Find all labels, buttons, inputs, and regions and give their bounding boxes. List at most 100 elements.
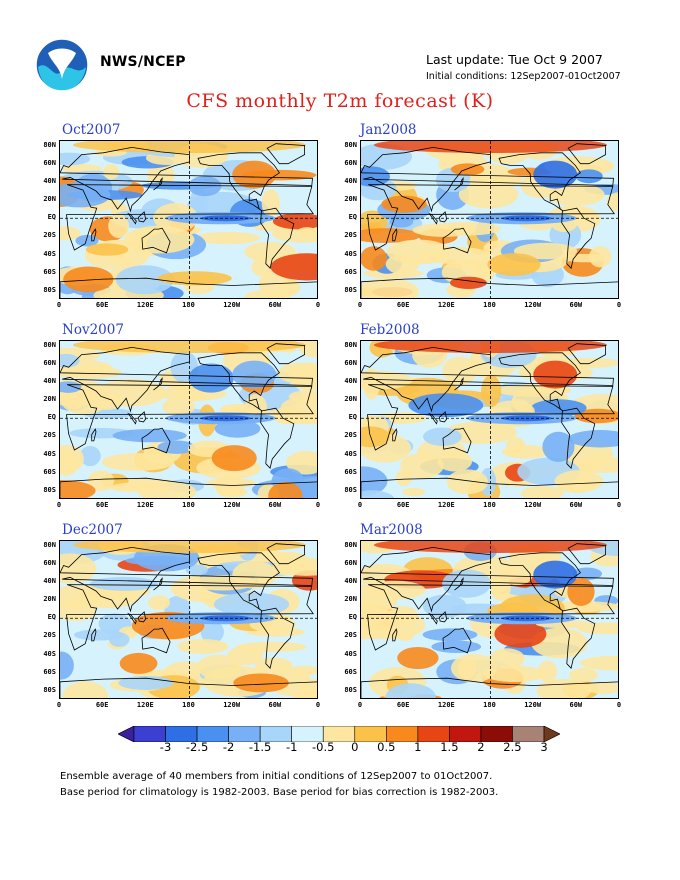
latitude-tick-label: 40N — [43, 176, 56, 185]
latitude-tick-label: EQ — [348, 613, 357, 622]
latitude-tick-label: 20S — [43, 631, 56, 640]
latitude-tick-label: 80N — [43, 340, 56, 349]
colorbar-tick-label: -1 — [285, 740, 298, 754]
temperature-anomaly-map — [59, 140, 318, 299]
latitude-tick-label: 60N — [43, 558, 56, 567]
noaa-logo — [34, 37, 90, 93]
longitude-tick-label: 60W — [268, 501, 282, 509]
colorbar-tick-label: 0.5 — [377, 740, 396, 754]
longitude-tick-label: 120E — [136, 301, 154, 309]
initial-conditions: Initial conditions: 12Sep2007-01Oct2007 — [426, 71, 621, 82]
latitude-tick-label: 40S — [344, 449, 357, 458]
latitude-tick-label: 40S — [344, 249, 357, 258]
longitude-tick-label: 0 — [616, 301, 622, 309]
longitude-tick-label: 120E — [437, 501, 455, 509]
longitude-tick-label: 180 — [182, 501, 195, 509]
latitude-tick-label: 40S — [344, 649, 357, 658]
temperature-anomaly-map — [360, 540, 619, 699]
panel-label: Nov2007 — [62, 322, 124, 338]
longitude-tick-label: 60W — [268, 701, 282, 709]
longitude-tick-label: 60W — [569, 701, 583, 709]
latitude-tick-label: 20N — [43, 595, 56, 604]
latitude-tick-label: EQ — [47, 213, 56, 222]
latitude-tick-label: 40N — [43, 576, 56, 585]
longitude-tick-label: 180 — [483, 501, 496, 509]
longitude-tick-label: 0 — [56, 501, 62, 509]
footer-ensemble-note: Ensemble average of 40 members from init… — [60, 771, 493, 782]
longitude-tick-label: 120W — [223, 501, 241, 509]
latitude-tick-label: 60N — [43, 158, 56, 167]
latitude-tick-label: 40N — [344, 176, 357, 185]
latitude-tick-label: 60S — [43, 667, 56, 676]
latitude-tick-label: 20S — [344, 431, 357, 440]
panel-label: Dec2007 — [62, 522, 123, 538]
temperature-anomaly-map — [360, 340, 619, 499]
longitude-tick-label: 120W — [524, 301, 542, 309]
longitude-tick-label: 60E — [396, 301, 410, 309]
longitude-tick-label: 0 — [357, 501, 363, 509]
latitude-tick-label: 20N — [43, 395, 56, 404]
latitude-tick-label: 60N — [43, 358, 56, 367]
latitude-tick-label: 60N — [344, 558, 357, 567]
latitude-tick-label: 80N — [43, 540, 56, 549]
temperature-anomaly-map — [59, 540, 318, 699]
latitude-tick-label: 80N — [344, 340, 357, 349]
latitude-tick-label: 40N — [43, 376, 56, 385]
colorbar-tick-label: 3 — [540, 740, 548, 754]
longitude-tick-label: 60E — [95, 501, 109, 509]
longitude-tick-label: 60E — [396, 701, 410, 709]
colorbar-tick-label: -0.5 — [311, 740, 335, 754]
latitude-tick-label: 80S — [43, 285, 56, 294]
longitude-tick-label: 180 — [483, 301, 496, 309]
colorbar-max-arrow — [543, 725, 561, 743]
longitude-tick-label: 0 — [616, 501, 622, 509]
panel-label: Feb2008 — [360, 322, 420, 338]
latitude-tick-label: 20S — [43, 431, 56, 440]
page-title: CFS monthly T2m forecast (K) — [186, 90, 494, 112]
latitude-tick-label: 20S — [43, 231, 56, 240]
temperature-anomaly-map — [59, 340, 318, 499]
footer-base-period-note: Base period for climatology is 1982-2003… — [60, 787, 499, 798]
temperature-anomaly-map — [360, 140, 619, 299]
longitude-tick-label: 0 — [315, 501, 321, 509]
colorbar-tick-label: -1.5 — [248, 740, 272, 754]
colorbar-tick-label: 1.5 — [440, 740, 459, 754]
colorbar-tick-label: -2 — [222, 740, 235, 754]
longitude-tick-label: 60W — [569, 301, 583, 309]
latitude-tick-label: 60S — [43, 467, 56, 476]
colorbar-tick-label: 0 — [351, 740, 359, 754]
longitude-tick-label: 0 — [56, 701, 62, 709]
longitude-tick-label: 120W — [223, 301, 241, 309]
latitude-tick-label: 40N — [344, 576, 357, 585]
latitude-tick-label: 60S — [43, 267, 56, 276]
longitude-tick-label: 0 — [315, 701, 321, 709]
longitude-tick-label: 60E — [95, 301, 109, 309]
longitude-tick-label: 120E — [437, 301, 455, 309]
colorbar-tick-label: -3 — [159, 740, 172, 754]
latitude-tick-label: 80S — [43, 685, 56, 694]
latitude-tick-label: 20S — [344, 631, 357, 640]
longitude-tick-label: 60W — [569, 501, 583, 509]
latitude-tick-label: 20N — [344, 595, 357, 604]
latitude-tick-label: EQ — [47, 413, 56, 422]
latitude-tick-label: 80S — [43, 485, 56, 494]
latitude-tick-label: 40S — [43, 449, 56, 458]
colorbar-min-arrow — [117, 725, 135, 743]
longitude-tick-label: 0 — [357, 701, 363, 709]
latitude-tick-label: 80S — [344, 485, 357, 494]
latitude-tick-label: 40S — [43, 649, 56, 658]
longitude-tick-label: 0 — [315, 301, 321, 309]
panel-label: Mar2008 — [360, 522, 423, 538]
longitude-tick-label: 120W — [223, 701, 241, 709]
longitude-tick-label: 60W — [268, 301, 282, 309]
latitude-tick-label: 20S — [344, 231, 357, 240]
latitude-tick-label: EQ — [348, 213, 357, 222]
longitude-tick-label: 120E — [136, 501, 154, 509]
last-update: Last update: Tue Oct 9 2007 — [426, 52, 603, 67]
latitude-tick-label: 80S — [344, 285, 357, 294]
longitude-tick-label: 180 — [182, 301, 195, 309]
longitude-tick-label: 180 — [182, 701, 195, 709]
organization-name: NWS/NCEP — [100, 54, 186, 70]
latitude-tick-label: 20N — [344, 195, 357, 204]
longitude-tick-label: 120E — [136, 701, 154, 709]
